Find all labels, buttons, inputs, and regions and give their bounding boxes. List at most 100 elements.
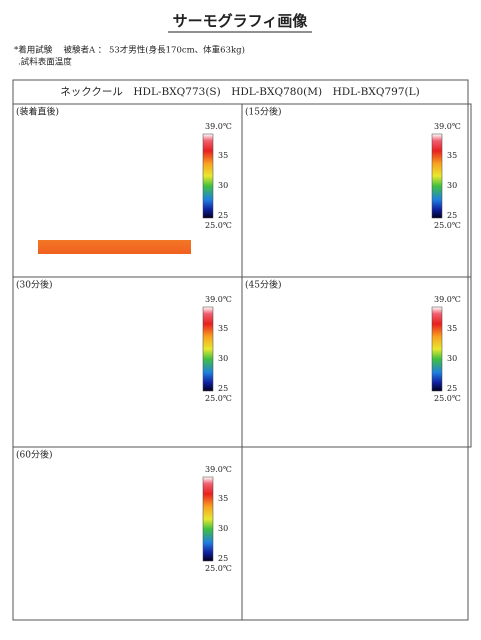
scale-min: 25.0℃ bbox=[205, 221, 232, 230]
shoulders bbox=[19, 558, 191, 597]
color-bar bbox=[431, 306, 443, 392]
neck-band bbox=[288, 371, 380, 388]
scale-tick: 25 bbox=[447, 211, 457, 220]
hair-streak bbox=[79, 329, 84, 379]
hair-streak bbox=[57, 140, 62, 190]
hair-streak bbox=[57, 483, 62, 533]
hair-streak bbox=[341, 156, 346, 206]
shoulders bbox=[38, 240, 191, 254]
neck-band bbox=[59, 541, 151, 558]
thermal-image bbox=[248, 288, 420, 427]
hair-streak bbox=[112, 156, 117, 206]
scale-tick: 35 bbox=[218, 494, 228, 503]
hair-streak bbox=[123, 483, 128, 533]
scale-tick: 25 bbox=[218, 211, 228, 220]
scale-max: 39.0℃ bbox=[434, 122, 461, 131]
title: サーモグラフィ画像 bbox=[173, 12, 309, 30]
scale-tick: 35 bbox=[447, 324, 457, 333]
scale-tick: 35 bbox=[218, 151, 228, 160]
hair-streak bbox=[123, 313, 128, 363]
panel-label: (30分後) bbox=[16, 279, 52, 291]
scale-max: 39.0℃ bbox=[205, 295, 232, 304]
hair-streak bbox=[352, 140, 357, 190]
color-bar bbox=[202, 133, 214, 219]
hair-streak bbox=[134, 491, 139, 541]
background bbox=[19, 293, 191, 427]
hair-streak bbox=[297, 148, 302, 198]
shoulders bbox=[248, 215, 420, 254]
hair-streak bbox=[90, 483, 95, 533]
color-bar bbox=[431, 133, 443, 219]
scale-tick: 30 bbox=[447, 354, 457, 363]
scale-max: 39.0℃ bbox=[205, 122, 232, 131]
hair-streak bbox=[330, 321, 335, 371]
panel-label: (45分後) bbox=[245, 279, 281, 291]
hair-streak bbox=[79, 499, 84, 549]
hair-streak bbox=[308, 156, 313, 206]
note: *着用試験 被験者A ： 53才男性(身長170cm、体重63kg) bbox=[14, 45, 245, 56]
head bbox=[274, 288, 395, 388]
hair-streak bbox=[352, 313, 357, 363]
panel-label: (装着直後) bbox=[16, 106, 59, 118]
hair-streak bbox=[145, 329, 150, 379]
head bbox=[45, 115, 166, 215]
panel-label: (15分後) bbox=[245, 106, 281, 118]
hair-streak bbox=[308, 329, 313, 379]
background bbox=[248, 120, 420, 254]
scale-tick: 30 bbox=[218, 354, 228, 363]
hair-streak bbox=[341, 329, 346, 379]
neck-band bbox=[288, 198, 380, 215]
head bbox=[45, 288, 166, 388]
scale-tick: 25 bbox=[218, 554, 228, 563]
background bbox=[38, 240, 191, 254]
hair-streak bbox=[319, 140, 324, 190]
hair-streak bbox=[68, 491, 73, 541]
hair-streak bbox=[363, 148, 368, 198]
scale-tick: 25 bbox=[447, 384, 457, 393]
background bbox=[19, 463, 191, 597]
hair-streak bbox=[134, 148, 139, 198]
thermal-image bbox=[248, 115, 420, 254]
head bbox=[274, 115, 395, 215]
hair-streak bbox=[286, 140, 291, 190]
hair-streak bbox=[68, 148, 73, 198]
hair-streak bbox=[90, 140, 95, 190]
hair-streak bbox=[57, 313, 62, 363]
hair-streak bbox=[101, 148, 106, 198]
hair-streak bbox=[112, 329, 117, 379]
hair-streak bbox=[319, 313, 324, 363]
scale-min: 25.0℃ bbox=[434, 394, 461, 403]
scale-tick: 35 bbox=[447, 151, 457, 160]
scale-tick: 30 bbox=[218, 524, 228, 533]
hair-streak bbox=[374, 329, 379, 379]
table-header: ネッククール HDL-BXQ773(S) HDL-BXQ780(M) HDL-B… bbox=[60, 86, 419, 98]
neck-band bbox=[59, 371, 151, 388]
color-bar bbox=[202, 306, 214, 392]
hair-streak bbox=[90, 313, 95, 363]
shoulders bbox=[248, 388, 420, 427]
scale-min: 25.0℃ bbox=[434, 221, 461, 230]
scale-tick: 30 bbox=[218, 181, 228, 190]
hair-streak bbox=[123, 140, 128, 190]
hair-streak bbox=[374, 156, 379, 206]
hair-streak bbox=[134, 321, 139, 371]
hair-streak bbox=[101, 321, 106, 371]
scale-min: 25.0℃ bbox=[205, 394, 232, 403]
hair-streak bbox=[145, 156, 150, 206]
note: .試料表面温度 bbox=[18, 57, 72, 68]
shoulders bbox=[19, 388, 191, 427]
head bbox=[45, 458, 166, 558]
thermal-image bbox=[19, 458, 191, 597]
scale-min: 25.0℃ bbox=[205, 564, 232, 573]
scale-max: 39.0℃ bbox=[434, 295, 461, 304]
thermal-image bbox=[19, 288, 191, 427]
hair-streak bbox=[286, 313, 291, 363]
hair-streak bbox=[363, 321, 368, 371]
hair-streak bbox=[145, 499, 150, 549]
hair-streak bbox=[297, 321, 302, 371]
hair-streak bbox=[79, 156, 84, 206]
hair-streak bbox=[112, 499, 117, 549]
scale-tick: 25 bbox=[218, 384, 228, 393]
hair-streak bbox=[101, 491, 106, 541]
